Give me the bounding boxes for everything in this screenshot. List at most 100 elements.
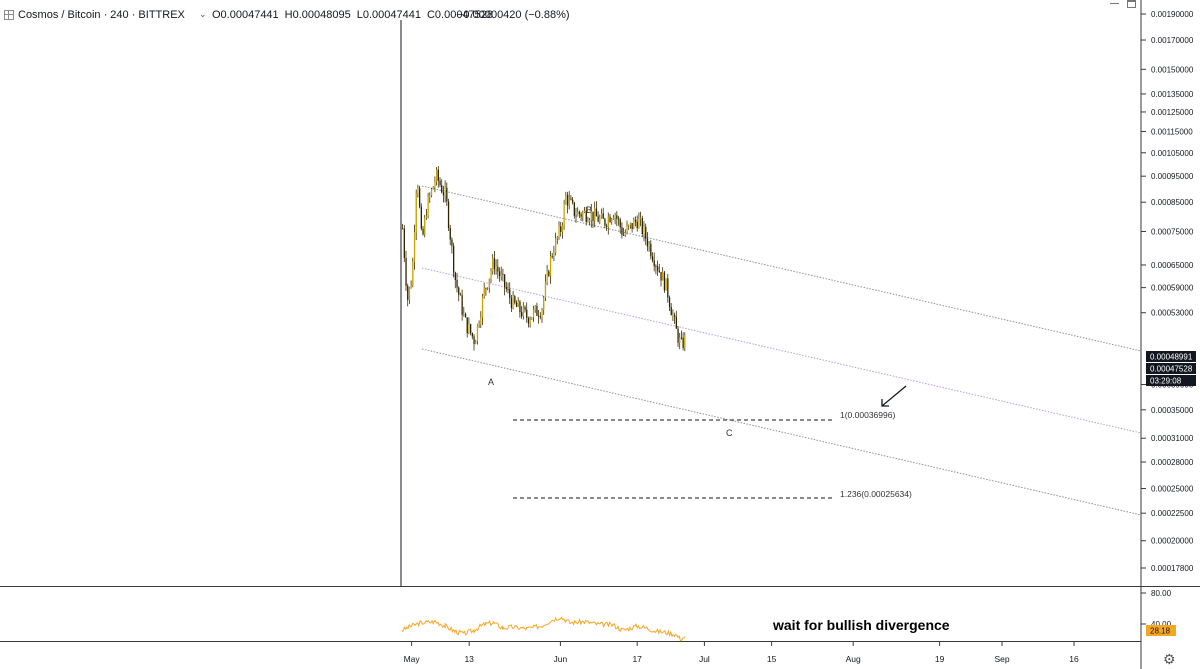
candle-body [519,301,521,313]
price-tick-label: 0.00065000 [1151,261,1194,270]
candle-body [667,278,669,298]
candle-body [444,187,446,196]
rsi-tick: 40.00 [1151,620,1172,629]
candle-body [473,336,475,345]
price-tick-label: 0.00025000 [1151,485,1194,494]
chart-header: Cosmos / Bitcoin · 240 · BITTREX ⌄ O0.00… [0,0,1140,30]
price-marker-close: 0.00047528 03:29:08 [1146,363,1196,386]
candle-body [510,297,513,309]
candle-body [675,316,677,329]
candle-body [413,232,416,262]
candle-body [658,270,660,273]
candle-body [599,217,601,222]
candle-body [549,255,552,276]
candle-body [595,208,598,217]
candle-body [580,214,582,217]
candle-body [524,306,526,310]
candle-body [592,211,594,221]
candle-body [575,215,577,217]
note-text: wait for bullish divergence [772,617,950,633]
candle-body [495,266,497,270]
candle-body [555,238,557,254]
expand-icon[interactable] [4,10,14,20]
candle-body [531,317,533,320]
high-value: H0.00048095 [284,9,351,21]
candle-body [526,309,528,318]
candle-body [441,185,443,193]
candle-body [461,295,463,315]
candle-body [432,186,434,190]
candle-body [668,297,671,308]
candle-body [532,309,535,318]
candle-body [481,296,484,318]
price-tick-label: 0.00095000 [1151,172,1194,181]
candle-body [430,189,433,196]
candle-body [517,301,519,307]
candle-body [507,288,509,290]
candle-body [633,219,635,229]
candle-body [420,206,422,229]
candle-body [427,196,429,217]
candle-body [624,232,626,236]
candle-body [410,285,412,288]
price-tick-label: 0.00150000 [1151,65,1194,74]
candle-body [566,194,569,206]
candle-body [560,226,562,232]
candle-body [493,258,496,270]
countdown-text: 03:29:08 [1150,377,1182,386]
candle-body [456,279,458,288]
price-marker-2-text: 0.00047528 [1150,365,1193,374]
candle-body [478,324,480,326]
candle-body [561,225,564,232]
maximize-icon[interactable] [1125,0,1139,10]
symbol-title[interactable]: Cosmos / Bitcoin · 240 · BITTREX [18,9,185,21]
low-value: L0.00047441 [356,9,421,21]
candle-body [565,194,567,205]
candle-body [638,218,640,229]
candle-body [570,198,572,200]
candle-body [621,227,623,235]
candle-body [611,219,613,223]
candle-body [590,211,592,221]
candle-body [548,271,550,276]
time-tick-label: 15 [767,654,777,664]
candle-body [498,271,501,277]
candle-body [541,309,543,318]
settings-gear-icon[interactable]: ⚙ [1163,651,1176,667]
minimize-icon[interactable] [1108,0,1122,10]
candle-body [515,302,518,307]
candle-body [454,272,456,280]
channel-lower-line [421,348,1142,516]
candle-body [663,272,666,291]
time-tick-label: Aug [846,654,861,664]
candle-body [403,228,405,258]
candle-body [684,335,686,348]
ohlc-readout: O0.00047441 H0.00048095 L0.00047441 C0.0004… [212,9,499,21]
candle-body [434,181,436,187]
candle-body [483,288,485,297]
candle-body [616,215,618,219]
candle-body [446,187,448,202]
candle-body [631,223,633,229]
candle-body [674,315,676,317]
candle-body [449,228,451,240]
price-tick-label: 0.00125000 [1151,108,1194,117]
candle-body [502,273,504,275]
candle-body [407,286,409,300]
price-tick-label: 0.00028000 [1151,458,1194,467]
time-axis: May 13 Jun 17 Jul 15 Aug 19 Sep 16 [404,642,1079,664]
candle-body [606,225,608,227]
chevron-down-icon[interactable]: ⌄ [199,9,207,19]
rsi-line [402,616,686,642]
candle-body [490,271,492,279]
candle-body [453,245,455,273]
time-tick-label: 16 [1069,654,1079,664]
candle-body [585,210,587,222]
candle-body [539,316,541,318]
candle-body [402,228,404,230]
time-tick-label: Sep [994,654,1009,664]
fib-label-1: 1(0.00036996) [840,410,895,420]
candlestick-series [402,166,686,352]
candle-body [641,218,643,234]
